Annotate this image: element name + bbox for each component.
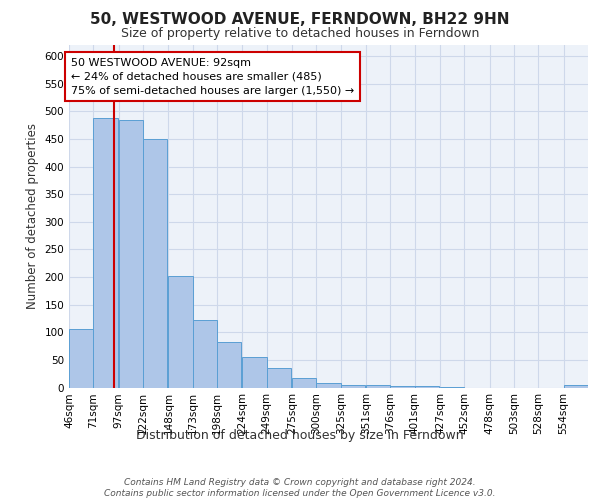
Bar [366, 384, 391, 388]
Bar [169, 276, 193, 388]
Bar [143, 139, 167, 388]
Bar [266, 368, 291, 388]
Bar [415, 386, 439, 388]
Bar [341, 384, 365, 388]
Text: Distribution of detached houses by size in Ferndown: Distribution of detached houses by size … [136, 430, 464, 442]
Bar [563, 384, 588, 388]
Bar [440, 387, 464, 388]
Text: Contains HM Land Registry data © Crown copyright and database right 2024.
Contai: Contains HM Land Registry data © Crown c… [104, 478, 496, 498]
Bar [391, 386, 415, 388]
Bar [316, 383, 341, 388]
Text: 50, WESTWOOD AVENUE, FERNDOWN, BH22 9HN: 50, WESTWOOD AVENUE, FERNDOWN, BH22 9HN [90, 12, 510, 28]
Text: 50 WESTWOOD AVENUE: 92sqm
← 24% of detached houses are smaller (485)
75% of semi: 50 WESTWOOD AVENUE: 92sqm ← 24% of detac… [71, 58, 354, 96]
Bar [94, 118, 118, 388]
Bar [119, 120, 143, 388]
Text: Size of property relative to detached houses in Ferndown: Size of property relative to detached ho… [121, 28, 479, 40]
Bar [193, 320, 217, 388]
Bar [242, 357, 266, 388]
Y-axis label: Number of detached properties: Number of detached properties [26, 123, 39, 309]
Bar [217, 342, 241, 388]
Bar [292, 378, 316, 388]
Bar [69, 330, 94, 388]
